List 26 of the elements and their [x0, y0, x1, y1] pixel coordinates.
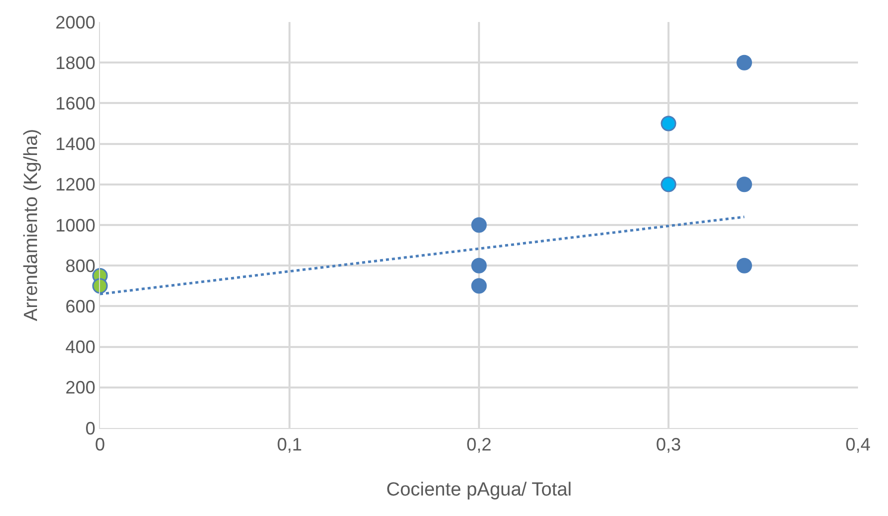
y-tick-label: 0: [85, 418, 96, 438]
x-tick-label: 0,4: [845, 434, 871, 455]
point: [660, 176, 676, 192]
x-tick-label: 0,2: [466, 434, 492, 455]
point: [471, 278, 487, 294]
x-tick-label: 0,1: [276, 434, 302, 455]
y-tick-label: 1600: [55, 94, 96, 114]
point: [660, 116, 676, 132]
point: [736, 54, 752, 70]
y-tick-label: 1400: [55, 134, 96, 154]
x-axis-title: Cociente pAgua/ Total: [386, 479, 572, 500]
y-axis-title: Arrendamiento (Kg/ha): [21, 128, 42, 322]
point: [736, 176, 752, 192]
y-tick-label: 1800: [55, 52, 96, 73]
y-tick-label: 200: [65, 378, 96, 398]
y-tick-label: 600: [65, 296, 96, 316]
y-tick-label: 1200: [55, 174, 96, 195]
y-tick-label: 2000: [55, 12, 96, 32]
point: [92, 278, 108, 294]
x-tick-label: 0,3: [656, 434, 682, 455]
point: [471, 217, 487, 233]
y-tick-label: 1000: [55, 215, 96, 236]
point: [736, 258, 752, 274]
point: [471, 258, 487, 274]
y-tick-label: 400: [65, 337, 96, 358]
y-tick-label: 800: [65, 256, 96, 276]
